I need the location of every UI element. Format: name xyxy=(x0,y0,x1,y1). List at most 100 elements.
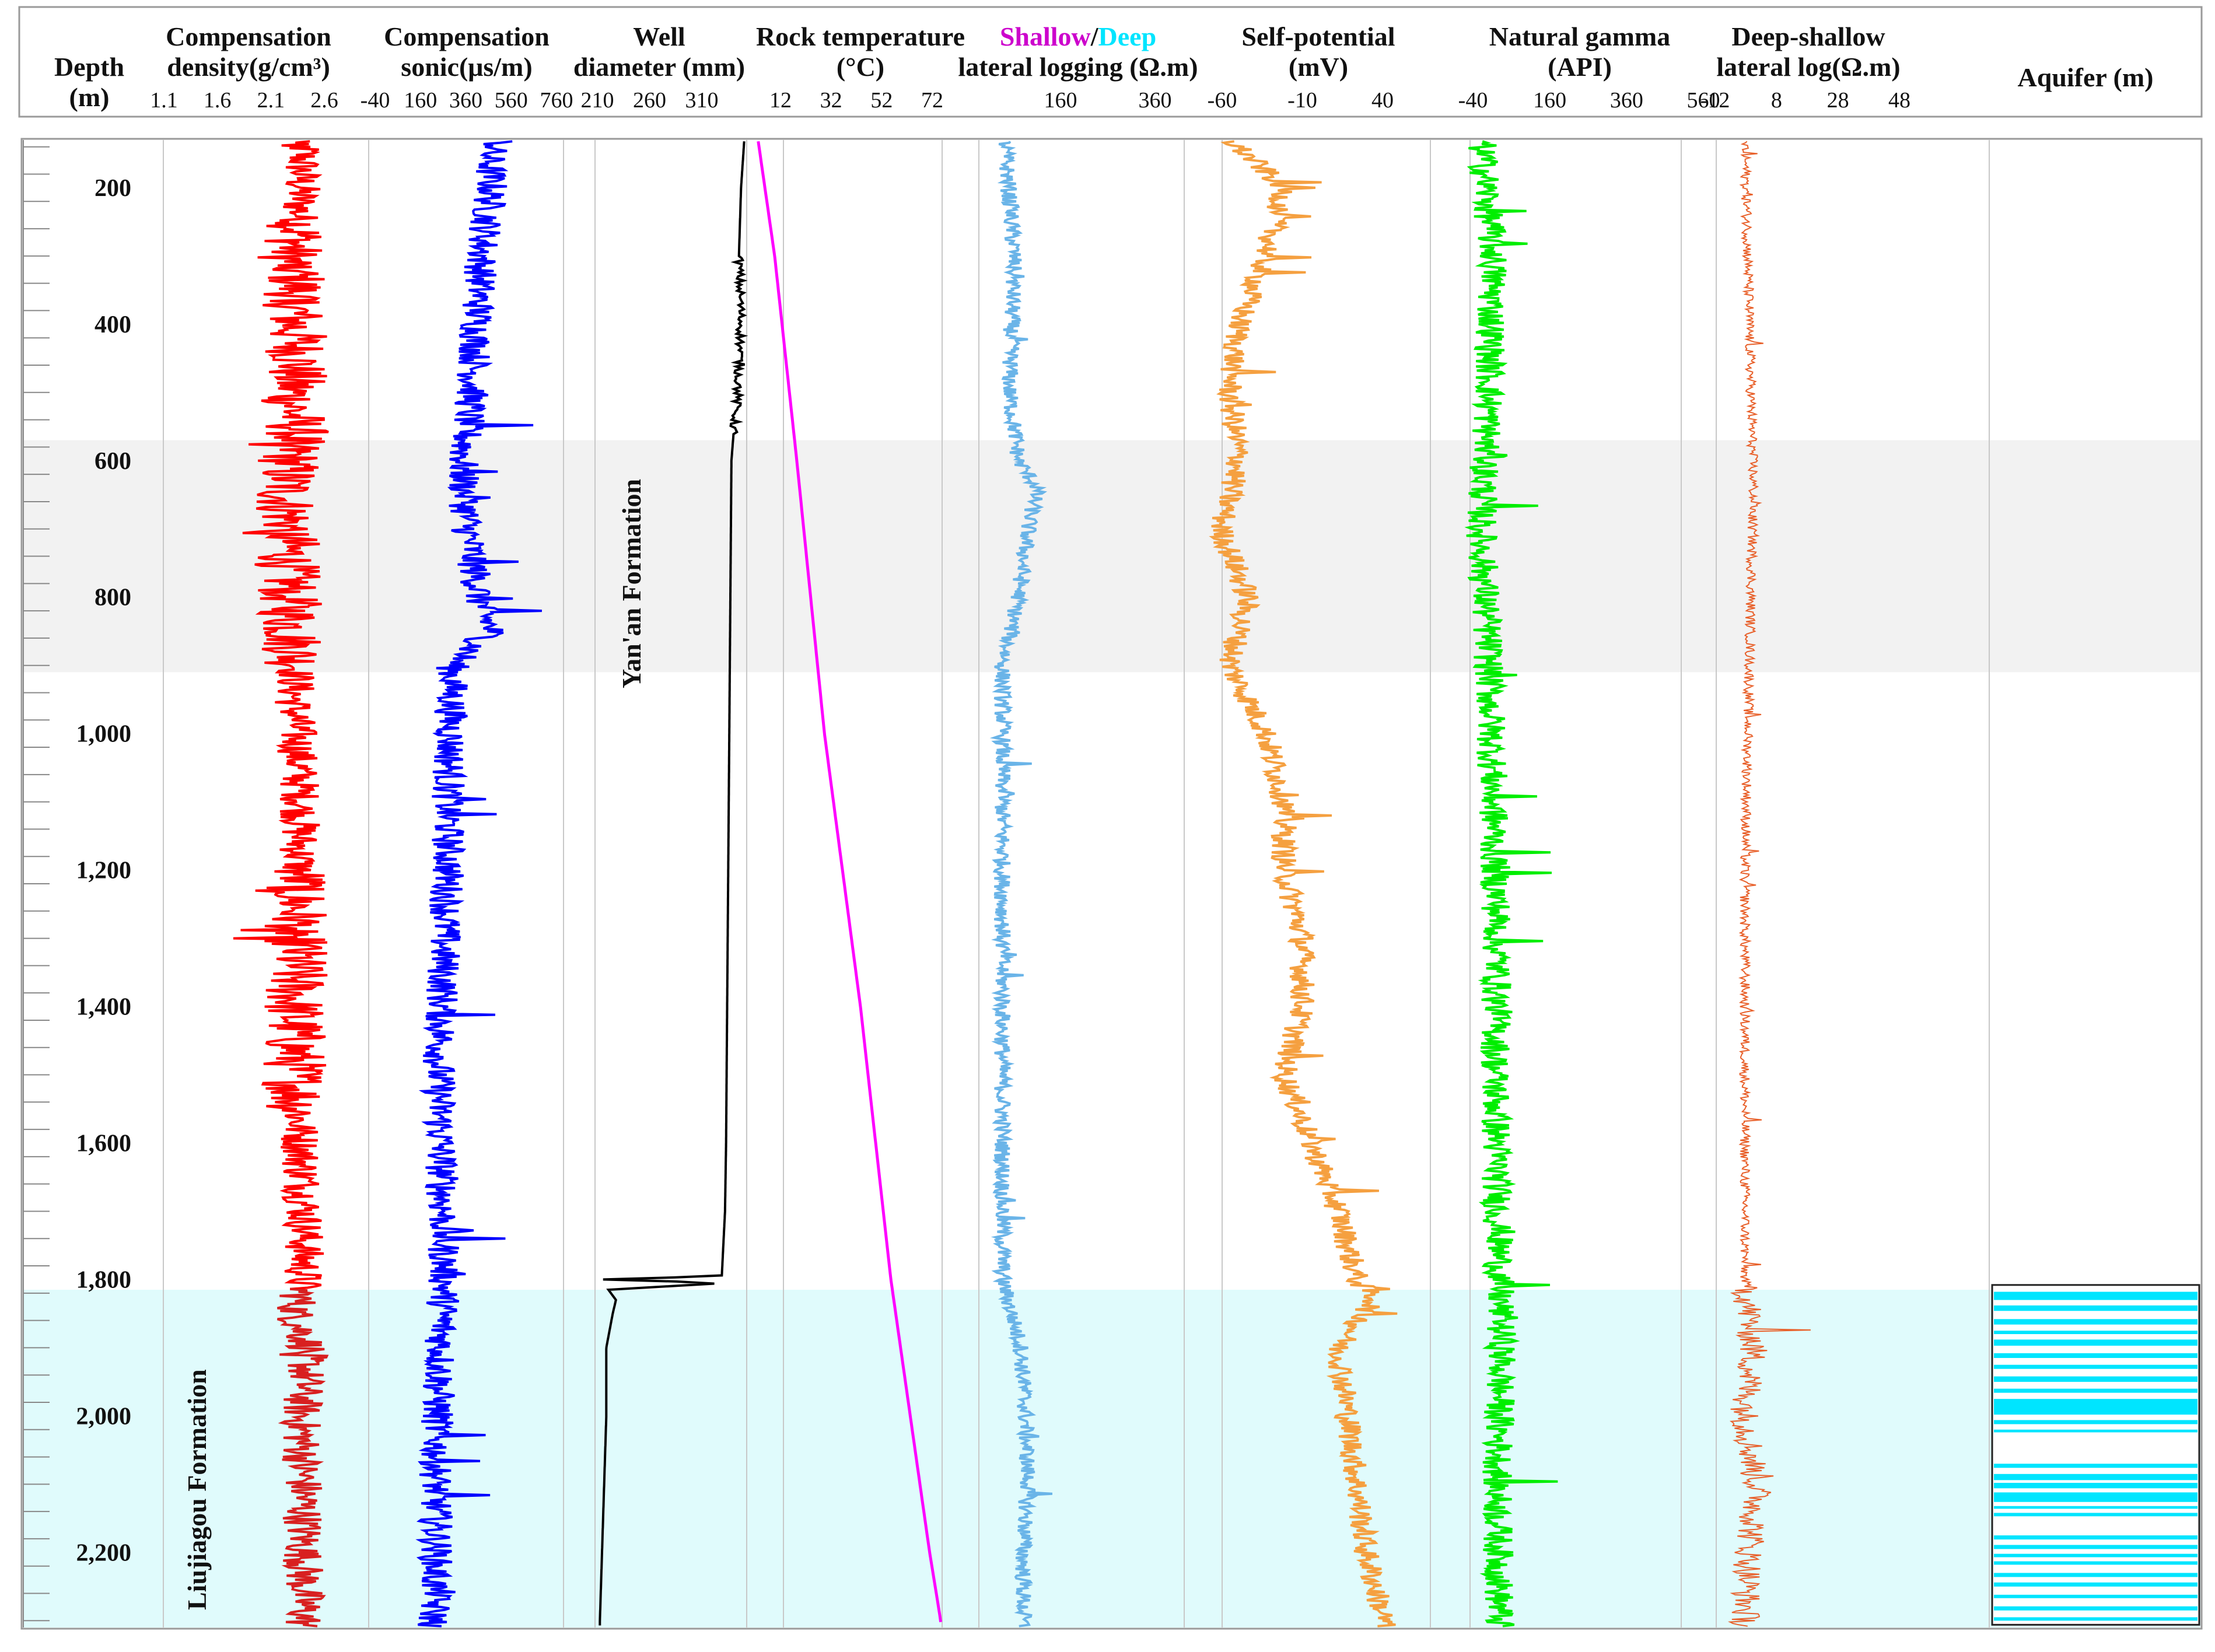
aquifer-interval xyxy=(1994,1474,2197,1480)
track-header-sp: Self-potential(mV) -60 -10 40 xyxy=(1208,22,1395,113)
aquifer-interval xyxy=(1994,1399,2197,1415)
aquifer-interval xyxy=(1994,1492,2197,1502)
aquifer-interval xyxy=(1994,1331,2197,1335)
scale-tick-label: 2.1 xyxy=(257,88,285,113)
depth-tick-label: 2,200 xyxy=(76,1539,132,1566)
track-title-line: Compensation xyxy=(384,22,550,51)
depth-tick-label: 1,800 xyxy=(76,1266,132,1293)
curve-lateral xyxy=(989,141,1053,1628)
aquifer-interval xyxy=(1994,1420,2197,1424)
track-title-line: Natural gamma xyxy=(1489,22,1670,51)
track-title-line: Compensation xyxy=(166,22,331,51)
log-curves xyxy=(233,140,1811,1628)
aquifer-interval xyxy=(1994,1388,2197,1393)
curve-sp xyxy=(1209,140,1398,1628)
aquifer-interval xyxy=(1994,1292,2197,1300)
scale-tick-label: 560 xyxy=(495,88,528,113)
track-title-line: (API) xyxy=(1548,52,1612,82)
scale-tick-label: 28 xyxy=(1827,88,1849,113)
depth-tick-label: 1,000 xyxy=(76,721,132,748)
scale-tick-label: 360 xyxy=(1139,88,1172,113)
aquifer-interval xyxy=(1994,1561,2197,1565)
track-title-line: sonic(μs/m) xyxy=(401,52,532,82)
scale-tick-label: 160 xyxy=(1044,88,1077,113)
depth-axis: 200 400 600 800 1,000 1,200 1,400 1,600 1,800 2,0… xyxy=(23,140,131,1628)
curve-density xyxy=(233,140,329,1290)
lateral-title-colored: Shallow/Deep xyxy=(1000,22,1156,51)
aquifer-interval xyxy=(1994,1545,2197,1549)
aquifer-interval xyxy=(1994,1339,2197,1346)
scale-tick-label: 12 xyxy=(769,88,792,113)
log-panel-frame xyxy=(20,138,2203,1630)
track-title-line: Self-potential xyxy=(1241,22,1395,51)
scale-tick-label: 360 xyxy=(1610,88,1643,113)
scale-tick-label: -12 xyxy=(1700,88,1730,113)
scale-tick-label: 260 xyxy=(633,88,666,113)
depth-header-line1: Depth xyxy=(54,52,124,82)
title-slash: / xyxy=(1090,22,1099,51)
depth-tick-label: 200 xyxy=(95,175,131,202)
track-header-aquifer: Aquifer (m) xyxy=(2018,62,2154,92)
scale-tick-label: 210 xyxy=(581,88,614,113)
scale-tick-label: -10 xyxy=(1287,88,1317,113)
scale-tick-label: 40 xyxy=(1371,88,1394,113)
track-title-line: lateral logging (Ω.m) xyxy=(958,52,1198,82)
aquifer-interval xyxy=(1994,1319,2197,1325)
track-title-line: density(g/cm³) xyxy=(167,52,330,82)
shaded-interval-0 xyxy=(23,440,2200,673)
track-header-gamma: Natural gamma(API) -40 160 360 560 xyxy=(1458,22,1720,113)
aquifer-interval xyxy=(1994,1582,2197,1587)
depth-tick-label: 800 xyxy=(95,584,131,611)
aquifer-interval xyxy=(1994,1464,2197,1468)
depth-tick-label: 1,600 xyxy=(76,1130,132,1157)
aquifer-interval xyxy=(1994,1353,2197,1358)
depth-tick-label: 1,400 xyxy=(76,994,132,1021)
track-title-line: Well xyxy=(633,22,685,51)
title-deep: Deep xyxy=(1098,22,1157,51)
scale-tick-label: 1.1 xyxy=(150,88,178,113)
aquifer-interval xyxy=(1994,1429,2197,1433)
aquifer-interval xyxy=(1994,1305,2197,1311)
depth-tick-label: 1,200 xyxy=(76,858,132,884)
aquifer-interval xyxy=(1994,1376,2197,1382)
curve-caliper xyxy=(599,141,748,1626)
depth-header-line2: (m) xyxy=(69,82,110,112)
scale-tick-label: 160 xyxy=(404,88,437,113)
aquifer-interval xyxy=(1994,1506,2197,1509)
curve-density-lower xyxy=(277,1287,329,1628)
scale-tick-label: 2.6 xyxy=(310,88,338,113)
scale-tick-label: 310 xyxy=(685,88,719,113)
aquifer-interval xyxy=(1994,1553,2197,1558)
curve-diff xyxy=(1727,141,1811,1627)
scale-tick-label: 8 xyxy=(1771,88,1782,113)
scale-tick-label: 72 xyxy=(921,88,943,113)
track-header-temperature: Rock temperature(°C) 12 32 52 72 xyxy=(756,22,965,113)
title-shallow: Shallow xyxy=(1000,22,1091,51)
scale-tick-label: 52 xyxy=(870,88,893,113)
scale-tick-label: -40 xyxy=(1458,88,1488,113)
track-title-line: Deep-shallow xyxy=(1731,22,1885,51)
aquifer-interval xyxy=(1994,1573,2197,1577)
scale-tick-label: 760 xyxy=(540,88,573,113)
scale-tick-label: 32 xyxy=(820,88,842,113)
aquifer-interval xyxy=(1994,1364,2197,1369)
aquifer-interval xyxy=(1994,1535,2197,1540)
formation-label-yanan: Yan'an Formation xyxy=(617,479,646,688)
depth-tick-label: 600 xyxy=(95,448,131,475)
track-title-line: lateral log(Ω.m) xyxy=(1716,52,1900,82)
aquifer-interval xyxy=(1994,1513,2197,1517)
curve-sonic xyxy=(415,140,542,1628)
track-dividers xyxy=(163,140,1990,1628)
depth-tick-label: 2,000 xyxy=(76,1403,132,1430)
track-title-line: Aquifer (m) xyxy=(2018,62,2154,92)
formation-label-liujiagou: Liujiagou Formation xyxy=(182,1369,212,1610)
aquifer-interval xyxy=(1994,1483,2197,1489)
scale-tick-label: -40 xyxy=(361,88,390,113)
aquifer-track xyxy=(1991,1284,2200,1626)
shaded-intervals xyxy=(23,440,2200,1628)
